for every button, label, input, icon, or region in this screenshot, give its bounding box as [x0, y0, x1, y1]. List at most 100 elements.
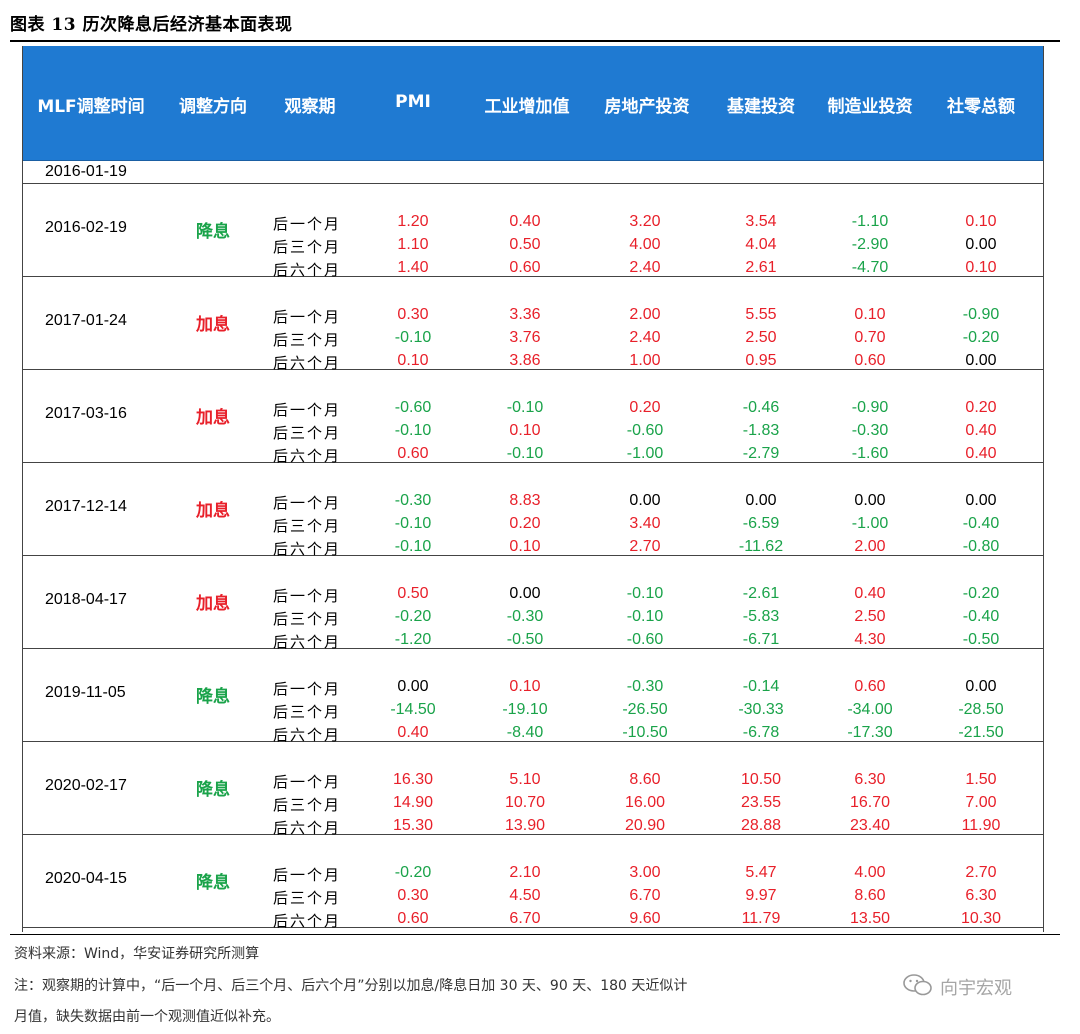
- pmi-value: 0.50: [397, 585, 429, 602]
- industrial-value: -0.10: [506, 445, 544, 462]
- industrial-value: -0.10: [506, 399, 544, 416]
- infrastructure-value: -1.83: [742, 422, 780, 439]
- realestate-value: 2.70: [629, 538, 661, 555]
- pmi-value: 1.40: [397, 259, 429, 276]
- header-realestate: 房地产投资: [604, 97, 690, 117]
- header-industrial: 工业增加值: [484, 97, 570, 117]
- retail-value: 7.00: [965, 794, 997, 811]
- industrial-value: 0.10: [509, 538, 541, 555]
- manufacturing-value: 0.70: [854, 329, 886, 346]
- retail-value: -21.50: [958, 724, 1004, 741]
- period-label: 后一个月: [273, 215, 342, 233]
- manufacturing-value: -1.60: [851, 445, 889, 462]
- period-label: 后三个月: [273, 610, 342, 628]
- period-label: 后三个月: [273, 889, 342, 907]
- industrial-value: 13.90: [504, 817, 546, 834]
- realestate-value: -0.10: [626, 608, 664, 625]
- retail-value: -0.20: [962, 329, 1000, 346]
- industrial-value: -8.40: [506, 724, 544, 741]
- realestate-value: 20.90: [624, 817, 666, 834]
- pmi-value: -0.20: [394, 608, 432, 625]
- manufacturing-value: 0.40: [854, 585, 886, 602]
- period-label: 后三个月: [273, 703, 342, 721]
- infrastructure-value: -11.62: [738, 538, 784, 555]
- period-label: 后六个月: [273, 726, 342, 744]
- pmi-value: 0.10: [397, 352, 429, 369]
- pmi-value: 0.30: [397, 887, 429, 904]
- realestate-value: 0.20: [629, 399, 661, 416]
- manufacturing-value: 4.30: [854, 631, 886, 648]
- wechat-icon: [902, 972, 934, 1002]
- retail-value: 0.20: [965, 399, 997, 416]
- infrastructure-value: -0.46: [742, 399, 780, 416]
- industrial-value: -0.50: [506, 631, 544, 648]
- period-label: 后六个月: [273, 354, 342, 372]
- industrial-value: 0.40: [509, 213, 541, 230]
- period-label: 后一个月: [273, 401, 342, 419]
- pmi-value: 15.30: [392, 817, 434, 834]
- manufacturing-value: -0.90: [851, 399, 889, 416]
- retail-value: 0.10: [965, 259, 997, 276]
- retail-value: -28.50: [958, 701, 1004, 718]
- industrial-value: 3.86: [509, 352, 541, 369]
- infrastructure-value: -2.79: [742, 445, 780, 462]
- mlf-date: 2019-11-05: [45, 684, 126, 701]
- period-label: 后三个月: [273, 796, 342, 814]
- pmi-value: -0.30: [394, 492, 432, 509]
- industrial-value: -0.30: [506, 608, 544, 625]
- period-label: 后一个月: [273, 587, 342, 605]
- mlf-date: 2017-01-24: [45, 312, 127, 329]
- realestate-value: 4.00: [629, 236, 661, 253]
- realestate-value: 6.70: [629, 887, 661, 904]
- table-group: 2016-02-19 降息 后一个月 1.20 0.40 3.20 3.54 -1.10 0.1…: [23, 184, 1043, 279]
- industrial-value: 2.10: [509, 864, 541, 881]
- header-retail: 社零总额: [947, 97, 1015, 117]
- pmi-value: 0.40: [397, 724, 429, 741]
- industrial-value: 0.10: [509, 678, 541, 695]
- infrastructure-value: 9.97: [745, 887, 777, 904]
- infrastructure-value: 2.61: [745, 259, 777, 276]
- manufacturing-value: -0.30: [851, 422, 889, 439]
- retail-value: 0.40: [965, 445, 997, 462]
- period-label: 后六个月: [273, 447, 342, 465]
- pmi-value: 0.60: [397, 910, 429, 927]
- table-group: 2019-11-05 降息 后一个月 0.00 0.10 -0.30 -0.14 0.60 0.…: [23, 649, 1043, 744]
- manufacturing-value: 23.40: [849, 817, 891, 834]
- industrial-value: 0.50: [509, 236, 541, 253]
- industrial-value: 0.60: [509, 259, 541, 276]
- pmi-value: -0.10: [394, 538, 432, 555]
- table-group: 2020-02-17 降息 后一个月 16.30 5.10 8.60 10.50 6.30 1.…: [23, 742, 1043, 837]
- table-group: 2017-03-16 加息 后一个月 -0.60 -0.10 0.20 -0.46 -0.90…: [23, 370, 1043, 465]
- pmi-value: 0.30: [397, 306, 429, 323]
- retail-value: 11.90: [961, 817, 1001, 834]
- direction-label: 加息: [196, 315, 230, 335]
- header-infrastructure: 基建投资: [727, 97, 795, 117]
- retail-value: -0.40: [962, 608, 1000, 625]
- infrastructure-value: 5.55: [745, 306, 777, 323]
- period-label: 后三个月: [273, 331, 342, 349]
- manufacturing-value: 13.50: [849, 910, 891, 927]
- watermark: 向宇宏观: [898, 970, 1058, 1000]
- pmi-value: 14.90: [392, 794, 434, 811]
- mlf-date: 2017-03-16: [45, 405, 127, 422]
- header-manufacturing: 制造业投资: [827, 97, 913, 117]
- table-group: 2020-04-15 降息 后一个月 -0.20 2.10 3.00 5.47 4.00 2.7…: [23, 835, 1043, 930]
- industrial-value: 4.50: [509, 887, 541, 904]
- pmi-value: -0.10: [394, 515, 432, 532]
- industrial-value: 0.00: [509, 585, 541, 602]
- realestate-value: 2.00: [629, 306, 661, 323]
- retail-value: 1.50: [965, 771, 997, 788]
- retail-value: -0.90: [962, 306, 1000, 323]
- direction-label: 降息: [196, 687, 230, 707]
- direction-label: 加息: [196, 408, 230, 428]
- pmi-value: -14.50: [390, 701, 436, 718]
- direction-label: 降息: [196, 873, 230, 893]
- realestate-value: -0.30: [626, 678, 664, 695]
- realestate-value: -1.00: [626, 445, 664, 462]
- industrial-value: 8.83: [509, 492, 541, 509]
- note-line-2: 月值，缺失数据由前一个观测值近似补充。: [14, 1009, 280, 1025]
- period-label: 后一个月: [273, 866, 342, 884]
- retail-value: 2.70: [965, 864, 997, 881]
- period-label: 后六个月: [273, 819, 342, 837]
- period-label: 后六个月: [273, 633, 342, 651]
